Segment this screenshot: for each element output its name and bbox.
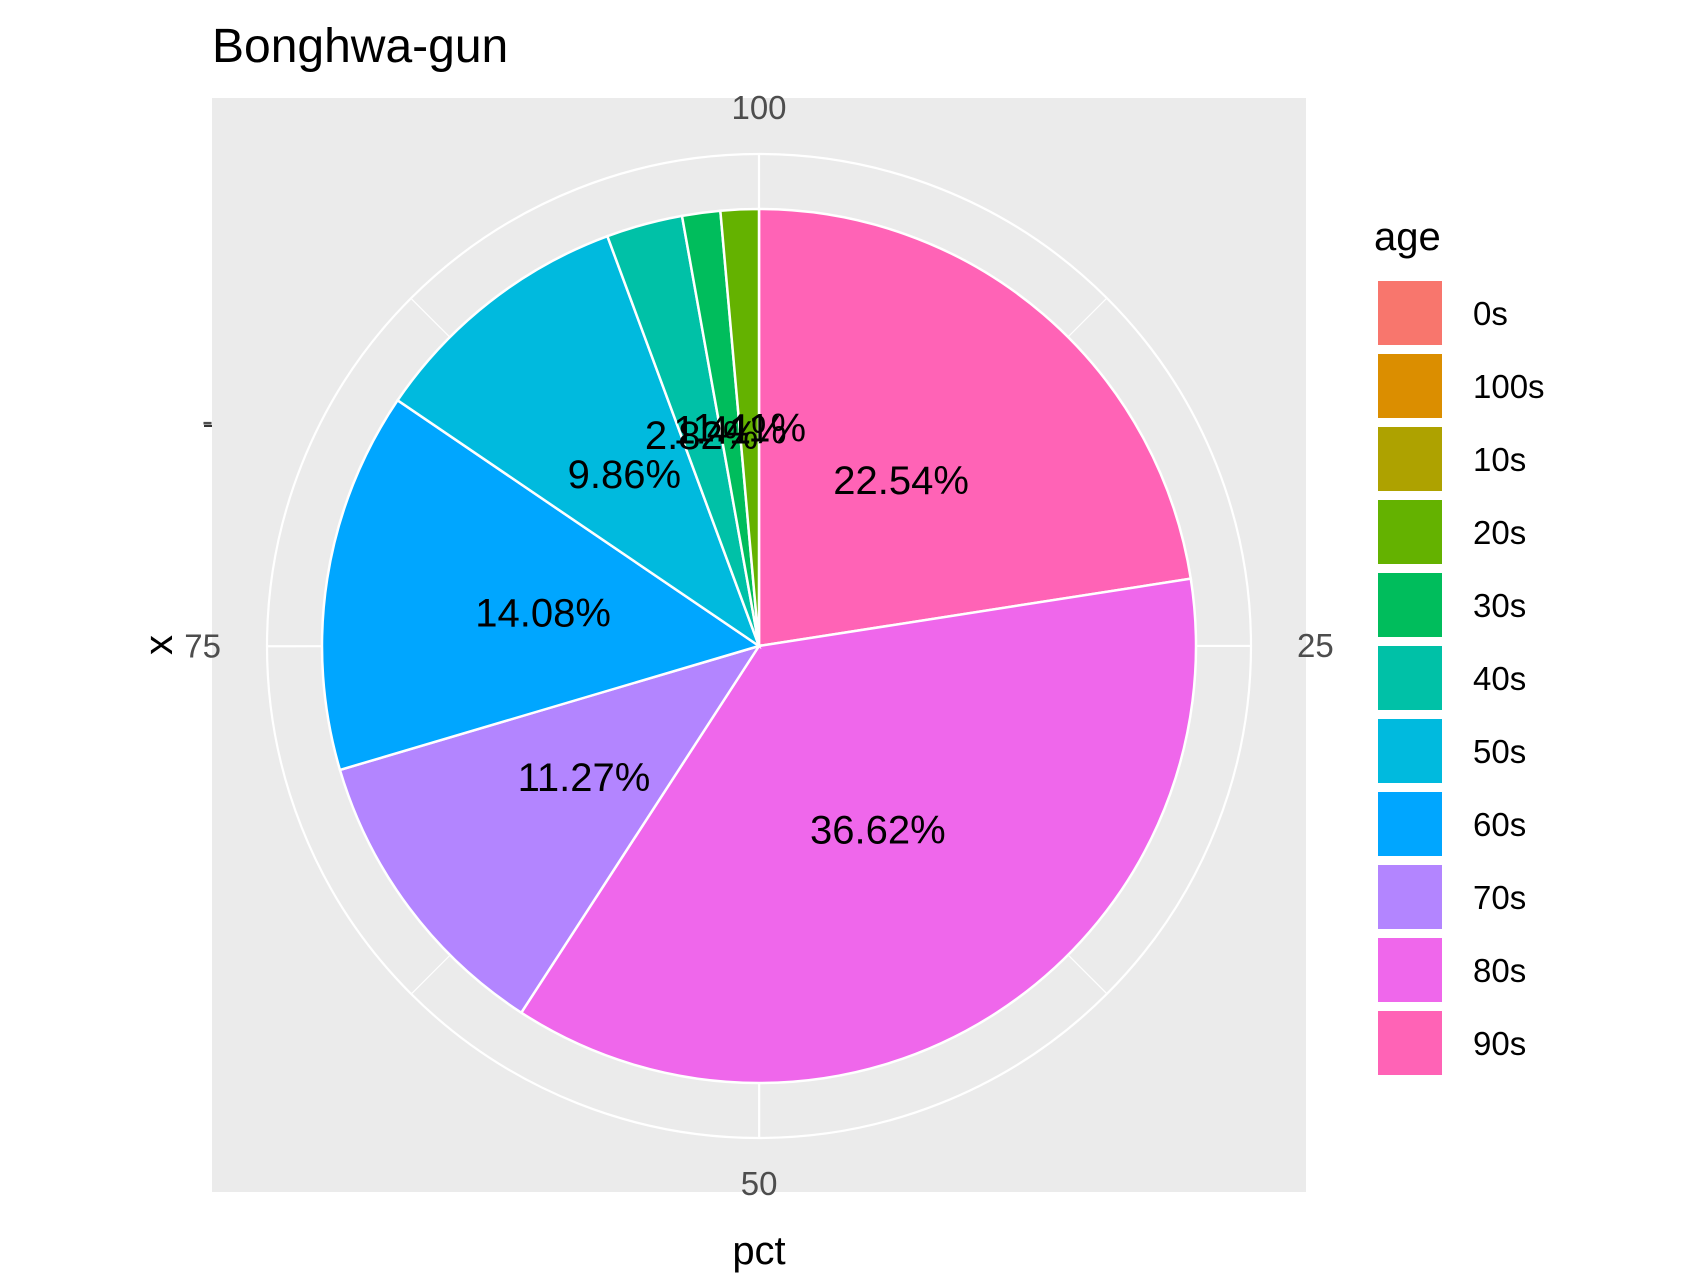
data-label-20s: 1.41% xyxy=(693,407,806,451)
data-label-30s: 1.41% xyxy=(673,408,786,452)
data-labels: 22.54% 36.62% 11.27% 14.08% 9.86%2.82%1.41%1… xyxy=(475,407,969,853)
legend-key-70s xyxy=(1376,863,1444,931)
legend-key-10s xyxy=(1376,425,1444,493)
legend-label-30s: 30s xyxy=(1473,587,1526,624)
legend-key-30s xyxy=(1376,571,1444,639)
slice-70s xyxy=(338,643,762,1015)
legend-label-80s: 80s xyxy=(1473,952,1526,989)
polar-grid xyxy=(265,152,1253,1140)
data-label-50s: 9.86% xyxy=(568,453,681,497)
data-label-60s: 14.08% xyxy=(475,591,611,635)
legend-key-40s xyxy=(1376,644,1444,712)
legend-key-100s xyxy=(1376,352,1444,420)
legend: 0s 100s 10s 20s 30s 40s 50s 60s 70s 80s 90s xyxy=(1376,279,1545,1077)
slice-60s xyxy=(320,398,762,772)
legend-label-20s: 20s xyxy=(1473,514,1526,551)
y-tick-label: - xyxy=(202,402,213,439)
theta-tick-label-100: 100 xyxy=(731,89,786,126)
data-label-90s: 22.54% xyxy=(833,459,969,503)
legend-label-100s: 100s xyxy=(1473,368,1545,405)
data-label-70s: 11.27% xyxy=(518,756,651,800)
minor-grid-line xyxy=(410,297,451,338)
legend-key-60s xyxy=(1376,790,1444,858)
minor-grid-line xyxy=(1067,297,1108,338)
theta-axis: 100 25 50 75 xyxy=(184,89,1333,1202)
legend-label-90s: 90s xyxy=(1473,1025,1526,1062)
data-label-40s: 2.82% xyxy=(645,414,758,458)
slice-90s xyxy=(757,207,1193,648)
legend-key-50s xyxy=(1376,717,1444,785)
legend-label-40s: 40s xyxy=(1473,660,1526,697)
data-label-80s: 36.62% xyxy=(810,808,946,852)
legend-title: age xyxy=(1374,215,1441,259)
legend-label-60s: 60s xyxy=(1473,806,1526,843)
legend-key-80s xyxy=(1376,936,1444,1004)
y-axis-title: x xyxy=(137,635,181,655)
legend-label-50s: 50s xyxy=(1473,733,1526,770)
minor-grid-line xyxy=(1067,954,1108,995)
legend-key-20s xyxy=(1376,498,1444,566)
chart-title: Bonghwa-gun xyxy=(212,20,508,73)
legend-label-70s: 70s xyxy=(1473,879,1526,916)
slice-80s xyxy=(519,577,1198,1085)
pie-slices xyxy=(320,207,1198,1085)
theta-tick-label-75: 75 xyxy=(184,627,221,664)
x-axis-title: pct xyxy=(732,1229,785,1273)
legend-label-10s: 10s xyxy=(1473,441,1526,478)
legend-key-0s xyxy=(1376,279,1444,347)
minor-grid-line xyxy=(410,954,451,995)
legend-label-0s: 0s xyxy=(1473,295,1508,332)
slice-50s xyxy=(395,234,762,650)
slice-20s xyxy=(718,207,761,647)
theta-tick-label-25: 25 xyxy=(1297,627,1334,664)
theta-tick-label-50: 50 xyxy=(741,1165,778,1202)
legend-key-90s xyxy=(1376,1009,1444,1077)
